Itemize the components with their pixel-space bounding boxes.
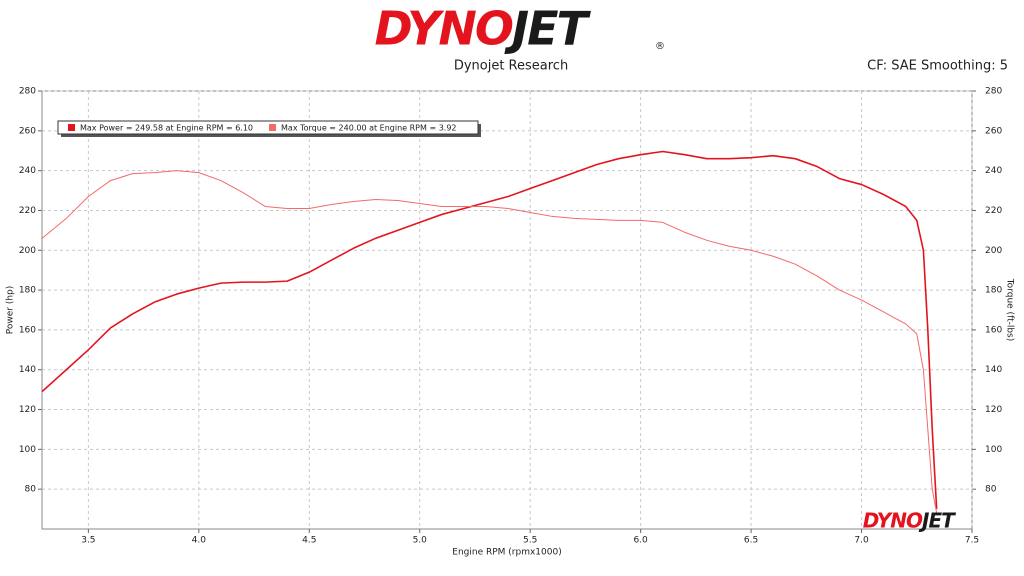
y2-tick-label: 140 [985,365,1002,375]
y2-axis-label: Torque (ft-lbs) [1005,278,1015,342]
y-tick-label: 180 [19,286,36,296]
x-tick-label: 3.5 [81,536,95,546]
legend-swatch [269,124,277,131]
y2-tick-label: 240 [985,166,1002,176]
y-tick-label: 280 [19,87,36,97]
y2-tick-label: 200 [985,246,1002,256]
x-tick-label: 7.5 [965,536,979,546]
y2-tick-label: 80 [985,485,997,495]
y-tick-label: 120 [19,405,36,415]
y-tick-label: 260 [19,126,36,136]
registered-mark: ® [655,41,665,52]
y2-tick-label: 100 [985,445,1002,455]
y-tick-label: 160 [19,325,36,335]
watermark-logo: DYNO [863,509,923,533]
y2-tick-label: 180 [985,286,1002,296]
x-tick-label: 5.0 [413,536,428,546]
y2-tick-label: 120 [985,405,1002,415]
series-line [41,170,938,514]
y-tick-label: 140 [19,365,36,375]
y-tick-label: 80 [25,485,37,495]
y-tick-label: 220 [19,206,36,216]
x-tick-label: 7.0 [854,536,869,546]
legend-label: Max Power = 249.58 at Engine RPM = 6.10 [80,124,253,133]
y-tick-label: 200 [19,246,36,256]
logo: DYNO [374,2,512,56]
y2-tick-label: 160 [985,325,1002,335]
x-tick-label: 6.5 [744,536,758,546]
y-axis-label: Power (hp) [6,286,16,335]
x-axis-label: Engine RPM (rpmx1000) [452,548,561,558]
legend [57,120,479,135]
x-tick-label: 4.5 [302,536,316,546]
logo: JET [504,2,592,56]
y-tick-label: 100 [19,445,36,455]
y2-tick-label: 260 [985,126,1002,136]
x-tick-label: 4.0 [192,536,207,546]
x-tick-label: 6.0 [633,536,648,546]
legend-label: Max Torque = 240.00 at Engine RPM = 3.92 [281,124,456,133]
chart-title: Dynojet Research [454,59,568,74]
x-tick-label: 5.5 [523,536,537,546]
series-line [41,150,938,510]
y2-tick-label: 280 [985,87,1002,97]
chart-subtitle: CF: SAE Smoothing: 5 [867,59,1008,74]
watermark-logo: JET [918,509,956,533]
plot-area [41,90,973,530]
legend-swatch [68,124,75,131]
y2-tick-label: 220 [985,206,1002,216]
y-tick-label: 240 [19,166,36,176]
